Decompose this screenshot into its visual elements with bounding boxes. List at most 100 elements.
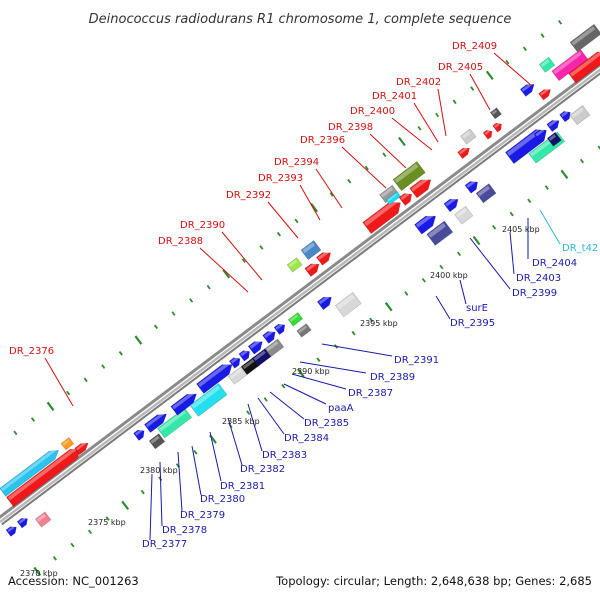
gene-label: DR_2394 bbox=[274, 157, 319, 168]
leader-line bbox=[435, 295, 451, 320]
gene-label: DR_2389 bbox=[370, 372, 415, 383]
backbone-line bbox=[1, 72, 600, 526]
gene-label: DR_2377 bbox=[142, 539, 187, 550]
tick-mark bbox=[46, 401, 55, 411]
gene-box bbox=[189, 383, 228, 417]
gene-arrow bbox=[568, 49, 600, 84]
tick-mark bbox=[544, 185, 549, 190]
tick-mark bbox=[316, 357, 321, 362]
gene-labels: DR_2376 DR_2388 DR_2390 DR_2392 DR_2393 DR_23… bbox=[9, 41, 598, 550]
tick-mark bbox=[105, 516, 110, 521]
gene-box bbox=[35, 511, 52, 528]
gene-features bbox=[0, 23, 600, 537]
scale-tick-label: 2390 kbp bbox=[292, 367, 330, 376]
gene-label: surE bbox=[466, 303, 488, 314]
tick-mark bbox=[384, 302, 393, 312]
gene-box bbox=[546, 131, 562, 147]
leader-line bbox=[257, 397, 285, 435]
leader-line bbox=[177, 451, 183, 512]
tick-mark bbox=[13, 430, 18, 436]
tick-mark bbox=[369, 317, 374, 323]
tick-mark bbox=[472, 235, 481, 246]
gene-arrow bbox=[519, 82, 535, 97]
tick-mark bbox=[140, 489, 145, 495]
gene-box bbox=[296, 323, 312, 338]
gene-label: DR_2393 bbox=[258, 173, 303, 184]
leader-line bbox=[391, 117, 433, 151]
tick-mark bbox=[404, 291, 409, 296]
tick-mark bbox=[83, 377, 88, 383]
leader-line bbox=[191, 445, 202, 496]
gene-label: DR_2409 bbox=[452, 41, 497, 52]
gene-arrow bbox=[5, 525, 17, 537]
gene-arrow bbox=[538, 88, 551, 101]
map-title: Deinococcus radiodurans R1 chromosome 1,… bbox=[89, 12, 512, 27]
gene-arrow bbox=[170, 391, 197, 416]
tick-mark bbox=[281, 383, 286, 389]
tick-mark bbox=[206, 284, 211, 290]
gene-arrow bbox=[409, 177, 432, 199]
leader-line bbox=[199, 247, 249, 293]
gene-arrow bbox=[247, 339, 263, 355]
gene-label: DR_2385 bbox=[304, 418, 349, 429]
gene-box bbox=[569, 23, 600, 53]
tick-marks bbox=[13, 20, 600, 577]
gene-label: DR_2384 bbox=[284, 433, 329, 444]
leader-line bbox=[493, 52, 533, 87]
tick-mark bbox=[263, 397, 268, 402]
leader-line bbox=[413, 102, 439, 143]
tick-mark bbox=[66, 390, 71, 396]
gene-box bbox=[460, 128, 477, 145]
scale-tick-label: 2385 kbp bbox=[222, 417, 260, 426]
tick-mark bbox=[485, 70, 494, 80]
gene-box bbox=[148, 433, 166, 450]
gene-box bbox=[385, 191, 402, 206]
gene-box bbox=[334, 292, 362, 318]
tick-mark bbox=[52, 555, 57, 561]
scale-tick-label: 2375 kbp bbox=[88, 518, 126, 527]
gene-arrow bbox=[457, 146, 470, 159]
gene-box bbox=[251, 348, 272, 367]
gene-label: DR_2398 bbox=[328, 122, 373, 133]
gene-label: DR_2399 bbox=[512, 288, 557, 299]
gene-arrow bbox=[316, 250, 331, 266]
leader-line bbox=[159, 461, 163, 527]
tick-mark bbox=[351, 330, 356, 336]
scale-tick-label: 2395 kbp bbox=[360, 319, 398, 328]
tick-mark bbox=[470, 86, 475, 91]
gene-arrow bbox=[74, 441, 89, 455]
scale-tick-label: 2400 kbp bbox=[430, 271, 468, 280]
tick-mark bbox=[276, 231, 281, 237]
leader-line bbox=[299, 184, 321, 221]
gene-arrow bbox=[228, 357, 241, 369]
scale-labels: 2370 kbp 2375 kbp 2380 kbp 2385 kbp 2390 kbp… bbox=[20, 225, 540, 578]
gene-arrow bbox=[133, 429, 145, 441]
gene-arrow bbox=[362, 199, 401, 234]
gene-arrow bbox=[316, 295, 332, 311]
scale-tick-label: 2380 kbp bbox=[140, 466, 178, 475]
tick-mark bbox=[101, 364, 106, 369]
gene-label: DR_2392 bbox=[226, 190, 271, 201]
leader-line bbox=[369, 133, 407, 169]
gene-label: DR_2402 bbox=[396, 77, 441, 88]
tick-mark bbox=[435, 112, 440, 118]
gene-arrow bbox=[482, 129, 493, 140]
gene-arrow bbox=[273, 323, 286, 335]
gene-box bbox=[227, 366, 248, 385]
leader-line bbox=[299, 361, 367, 374]
tick-mark bbox=[452, 99, 457, 105]
tick-mark bbox=[364, 165, 369, 171]
leader-line bbox=[341, 146, 387, 189]
gene-box bbox=[264, 338, 285, 357]
gene-label: DR_2379 bbox=[180, 510, 225, 521]
tick-mark bbox=[121, 500, 130, 510]
gene-label: DR_2383 bbox=[262, 450, 307, 461]
tick-mark bbox=[246, 410, 251, 415]
gene-arrow bbox=[443, 197, 459, 213]
label-leaders bbox=[44, 52, 561, 541]
gene-label: paaA bbox=[328, 403, 354, 414]
leader-line bbox=[267, 201, 299, 239]
gene-box bbox=[569, 105, 591, 126]
tick-mark bbox=[522, 46, 527, 52]
